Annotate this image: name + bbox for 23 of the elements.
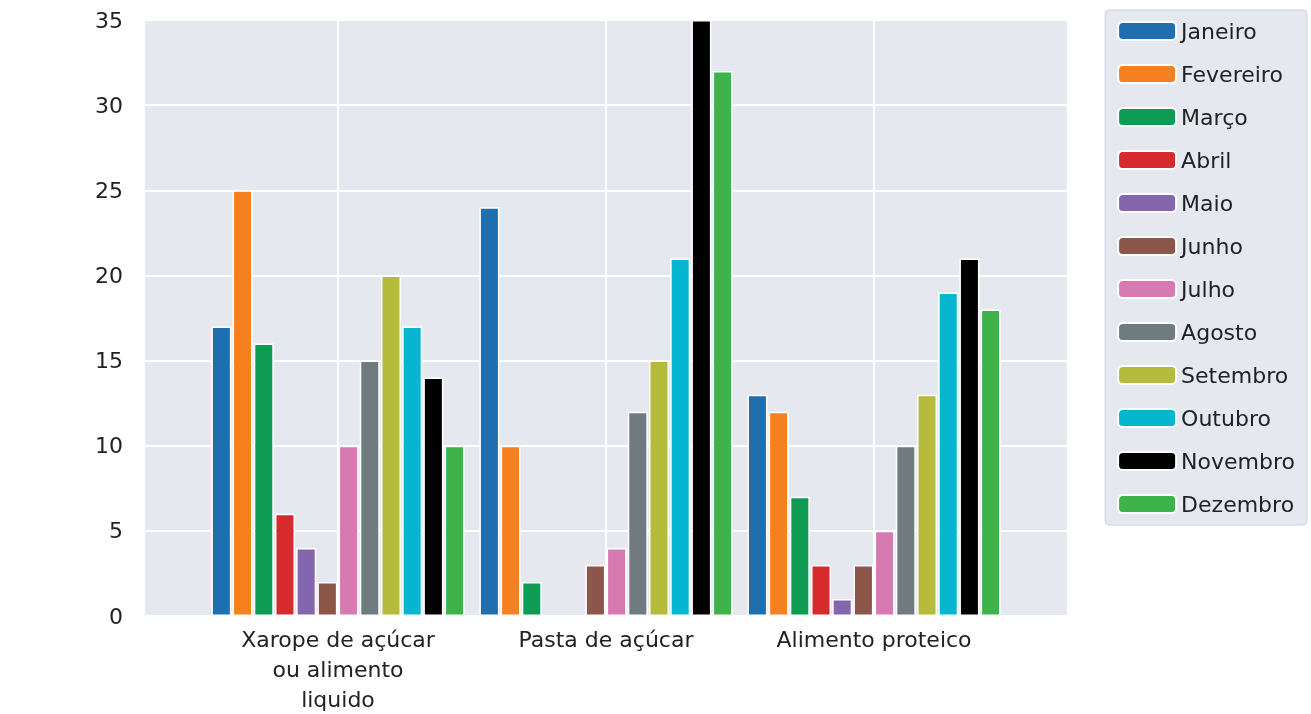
legend-label: Janeiro (1179, 18, 1257, 44)
y-tick-label: 20 (95, 262, 123, 288)
y-tick-label: 35 (95, 7, 123, 33)
legend-label: Outubro (1181, 405, 1271, 431)
legend-label: Julho (1179, 276, 1236, 302)
y-tick-label: 0 (109, 603, 123, 629)
y-tick-label: 5 (109, 518, 123, 544)
legend-label: Junho (1179, 233, 1243, 259)
legend-label: Março (1181, 104, 1248, 130)
y-tick-label: 10 (95, 433, 123, 459)
legend-label: Abril (1181, 147, 1232, 173)
x-tick-label: Pasta de açúcar (518, 626, 695, 652)
y-tick-label: 30 (95, 92, 123, 118)
legend-label: Maio (1181, 190, 1234, 216)
legend-label: Agosto (1181, 319, 1258, 345)
legend-label: Dezembro (1181, 491, 1295, 517)
legend-label: Fevereiro (1181, 61, 1283, 87)
legend-label: Setembro (1181, 362, 1289, 388)
x-tick-label: Xarope de açúcar ou alimento liquido (241, 626, 436, 712)
y-tick-label: 15 (95, 348, 123, 374)
x-tick-label: Alimento proteico (776, 626, 972, 652)
legend-label: Novembro (1181, 448, 1295, 474)
y-tick-label: 25 (95, 177, 123, 203)
